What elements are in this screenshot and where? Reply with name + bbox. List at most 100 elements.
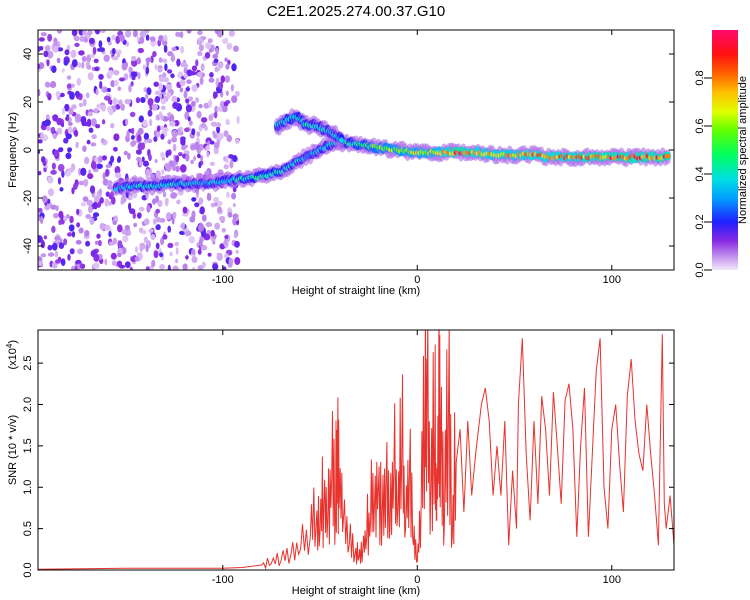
noise-speck [78, 30, 84, 36]
noise-speck [107, 106, 113, 112]
noise-speck [81, 119, 86, 127]
noise-speck [185, 153, 190, 162]
noise-speck [218, 81, 224, 90]
noise-speck [216, 122, 222, 128]
noise-speck [57, 47, 64, 52]
noise-speck [139, 30, 146, 38]
noise-speck [113, 69, 120, 76]
noise-speck [176, 58, 181, 67]
noise-speck [201, 214, 207, 222]
noise-speck [233, 232, 238, 239]
noise-speck [92, 212, 100, 218]
noise-speck [53, 149, 60, 157]
noise-speck [169, 121, 176, 127]
x-tick-label: 100 [603, 274, 621, 286]
noise-speck [153, 136, 158, 142]
noise-speck [47, 188, 55, 197]
noise-speck [217, 201, 223, 206]
noise-speck [179, 79, 186, 87]
noise-speck [70, 49, 77, 59]
noise-speck [203, 102, 210, 109]
noise-speck [142, 119, 148, 127]
noise-speck [74, 113, 82, 122]
noise-speck [161, 169, 165, 176]
noise-speck [113, 215, 118, 222]
ridge-core [665, 153, 671, 159]
noise-speck [67, 126, 73, 135]
noise-speck [78, 227, 84, 234]
noise-speck [191, 266, 196, 270]
noise-speck [139, 242, 146, 250]
noise-speck [132, 212, 136, 220]
noise-speck [185, 87, 191, 92]
noise-speck [205, 42, 212, 50]
noise-speck [94, 156, 99, 163]
noise-speck [42, 195, 48, 203]
noise-speck [142, 229, 147, 235]
noise-speck [98, 73, 104, 80]
noise-speck [44, 204, 51, 211]
noise-speck [104, 87, 108, 93]
noise-speck [55, 205, 59, 212]
noise-speck [232, 155, 238, 162]
noise-speck [113, 133, 120, 141]
noise-speck [147, 109, 153, 117]
y-tick-label: 1.0 [22, 480, 34, 495]
x-tick-label: 100 [603, 574, 621, 586]
noise-speck [188, 120, 193, 126]
noise-speck [210, 121, 218, 127]
noise-speck [186, 79, 192, 84]
noise-speck [93, 262, 100, 270]
spectrogram-y-axis-label: Frequency (Hz) [7, 112, 19, 188]
noise-speck [74, 42, 80, 48]
noise-speck [141, 156, 145, 163]
noise-speck [124, 98, 132, 105]
colorbar-ticks: 0.0 0.2 0.4 0.6 0.8 [694, 70, 712, 278]
colorbar-tick-label: 0.8 [694, 70, 706, 85]
noise-speck [181, 145, 187, 151]
noise-speck [184, 127, 190, 133]
noise-speck [162, 191, 167, 198]
noise-speck [198, 238, 203, 247]
noise-speck [167, 51, 174, 57]
noise-speck [85, 214, 92, 219]
noise-speck [154, 90, 161, 96]
noise-speck [94, 240, 99, 245]
noise-speck [95, 88, 99, 96]
noise-speck [133, 222, 138, 228]
noise-speck [187, 116, 191, 122]
noise-speck [116, 52, 121, 58]
y-tick-label: 0.0 [22, 562, 34, 577]
noise-speck [53, 45, 59, 53]
noise-speck [191, 197, 197, 202]
noise-speck [71, 104, 77, 110]
noise-speck [221, 38, 229, 44]
noise-speck [227, 211, 233, 218]
noise-speck [78, 167, 82, 176]
noise-speck [206, 192, 211, 201]
noise-speck [98, 155, 103, 163]
noise-speck [101, 104, 106, 112]
noise-speck [208, 99, 213, 108]
noise-speck [231, 95, 238, 104]
noise-speck [228, 30, 235, 37]
noise-speck [63, 215, 68, 222]
noise-speck [43, 235, 48, 240]
noise-speck [228, 260, 233, 267]
noise-speck [111, 34, 116, 41]
noise-speck [223, 130, 229, 138]
noise-speck [180, 138, 186, 146]
noise-speck [108, 201, 112, 206]
noise-speck [73, 182, 78, 190]
noise-speck [194, 202, 200, 208]
noise-speck [94, 30, 101, 35]
noise-speck [129, 208, 136, 215]
noise-speck [164, 63, 168, 71]
noise-speck [82, 98, 87, 107]
noise-speck [230, 84, 235, 92]
noise-speck [216, 125, 221, 134]
noise-speck [76, 78, 82, 86]
noise-speck [78, 102, 83, 108]
y-tick-label: 0.5 [22, 521, 34, 536]
noise-speck [175, 165, 180, 173]
